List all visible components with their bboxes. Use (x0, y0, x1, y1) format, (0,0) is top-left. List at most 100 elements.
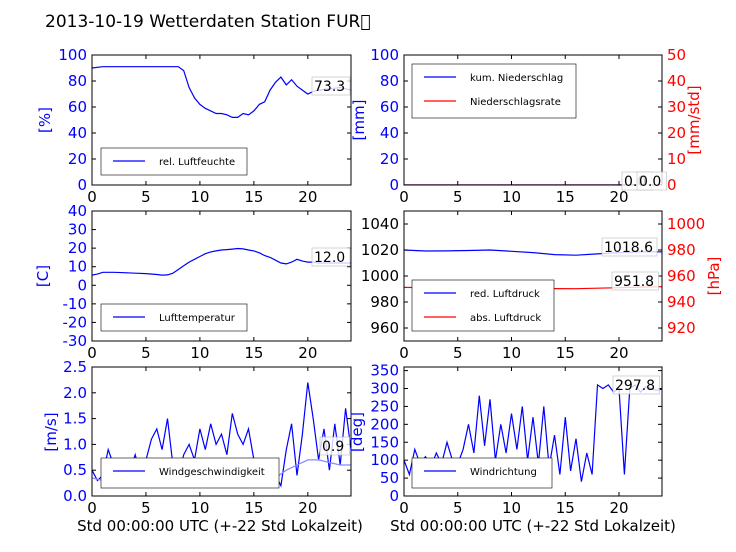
value-badge (311, 76, 351, 96)
y-tick-label: 60 (68, 98, 87, 116)
axes-frame (91, 210, 352, 342)
x-tick-label: 0 (87, 344, 97, 362)
y-tick-label-right: 50 (667, 46, 686, 64)
value-badge (601, 237, 658, 257)
value-label: 1018.6 (604, 240, 653, 256)
y-tick-label: 100 (58, 46, 87, 64)
y-tick-label: 150 (370, 433, 399, 451)
axes-frame (91, 366, 352, 497)
value-label: 0.9 (322, 439, 344, 455)
y-tick-label-right: 40 (667, 72, 686, 90)
y-tick-label: 0 (77, 176, 87, 194)
value-badge (611, 271, 659, 291)
x-tick-label: 10 (190, 344, 209, 362)
axes-frame (403, 54, 663, 186)
y-tick-label: 80 (68, 72, 87, 90)
y-tick-label: 0.5 (63, 461, 87, 479)
x-tick-label: 10 (502, 188, 521, 206)
y-tick-label-right: 980 (667, 241, 696, 259)
y-tick-label: 350 (370, 362, 399, 380)
panel-5: 0 5 10 15 20 0.0 0.5 1.0 1.5 2.0 2.5 [m/s] Windgesch… (42, 358, 352, 517)
x-tick-label: 20 (298, 344, 317, 362)
y-axis-label-right: [mm/std] (685, 85, 703, 154)
y-tick-label: 100 (370, 46, 399, 64)
x-tick-label: 20 (609, 499, 628, 517)
x-tick-label: 15 (244, 499, 263, 517)
y-tick-label: 1040 (361, 215, 399, 233)
x-tick-label: 5 (141, 188, 151, 206)
value-label: 0.0 (639, 174, 661, 190)
x-tick-label: 5 (141, 499, 151, 517)
value-badge (612, 375, 660, 395)
y-axis-label: [mm] (350, 100, 368, 141)
y-axis-label: [C] (34, 265, 52, 287)
legend-label: Lufttemperatur (159, 313, 236, 324)
legend-box (411, 457, 553, 489)
x-tick-label: 20 (298, 499, 317, 517)
x-tick-label: 10 (190, 188, 209, 206)
y-tick-label: -30 (63, 332, 88, 350)
y-tick-label: 30 (68, 221, 87, 239)
x-tick-label: 15 (244, 344, 263, 362)
x-tick-label: 0 (87, 499, 97, 517)
y-tick-label-right: 940 (667, 293, 696, 311)
x-axis-label-left: Std 00:00:00 UTC (+-22 Std Lokalzeit) (77, 517, 363, 535)
x-tick-label: 20 (609, 344, 628, 362)
value-badge (636, 171, 667, 191)
value-label: 12.0 (314, 250, 345, 266)
x-tick-label: 10 (502, 499, 521, 517)
panel-4: 0 5 10 15 20 960 980 1000 1020 1040 920 940 960 980 10… (361, 210, 723, 362)
y-tick-label: 0.0 (63, 487, 87, 505)
y-tick-label-right: 1000 (667, 215, 705, 233)
x-tick-label: 15 (556, 188, 575, 206)
y-tick-label: -10 (63, 295, 88, 313)
legend-label: red. Luftdruck (470, 289, 540, 300)
y-tick-label: 0 (389, 176, 399, 194)
y-tick-label: 50 (380, 469, 399, 487)
y-tick-label-right: 920 (667, 319, 696, 337)
y-tick-label-right: 30 (667, 98, 686, 116)
x-tick-label: 5 (141, 344, 151, 362)
y-tick-label: 40 (68, 124, 87, 142)
y-tick-label: 2.0 (63, 384, 87, 402)
y-tick-label: 1.0 (63, 435, 87, 453)
x-tick-label: 5 (453, 499, 463, 517)
x-tick-label: 10 (502, 344, 521, 362)
legend-box (100, 457, 280, 489)
value-badge (311, 247, 351, 267)
value-label: 951.8 (614, 274, 654, 290)
legend-label: Windgeschwindigkeit (159, 467, 265, 478)
x-tick-label: 0 (399, 344, 409, 362)
x-tick-label: 0 (399, 188, 409, 206)
value-label: 73.3 (314, 79, 345, 95)
series-line (92, 66, 351, 119)
x-tick-label: 20 (609, 188, 628, 206)
y-tick-label: 20 (68, 239, 87, 257)
series-line (92, 247, 351, 276)
y-tick-label-right: 960 (667, 267, 696, 285)
x-tick-label: 5 (453, 344, 463, 362)
y-tick-label-right: 10 (667, 150, 686, 168)
y-tick-label: 80 (380, 72, 399, 90)
y-tick-label: 20 (380, 150, 399, 168)
legend-label: rel. Luftfeuchte (159, 157, 235, 168)
y-tick-label: 20 (68, 150, 87, 168)
y-axis-label: [%] (36, 107, 54, 133)
x-tick-label: 0 (399, 499, 409, 517)
value-label: 297.8 (615, 378, 655, 394)
y-tick-label: 10 (68, 258, 87, 276)
panel-2: 0 5 10 15 20 0 20 40 60 80 100 0 10 20 30 40 50 [mm] [mm/s… (350, 46, 703, 206)
x-tick-label: 15 (556, 499, 575, 517)
legend-label: Niederschlagsrate (470, 97, 561, 108)
y-tick-label: 0 (77, 276, 87, 294)
y-tick-label: 40 (380, 124, 399, 142)
legend-box (411, 63, 577, 119)
y-tick-label: 2.5 (63, 358, 87, 376)
x-tick-label: 20 (298, 188, 317, 206)
y-tick-label: 300 (370, 380, 399, 398)
y-tick-label: 1020 (361, 241, 399, 259)
y-tick-label: 960 (370, 319, 399, 337)
chart-title: 2013-10-19 Wetterdaten Station FUR  (45, 12, 371, 32)
y-tick-label: -20 (63, 313, 88, 331)
panel-3: 0 5 10 15 20-30-20-10010203040[C]Lufttempera… (34, 202, 352, 362)
